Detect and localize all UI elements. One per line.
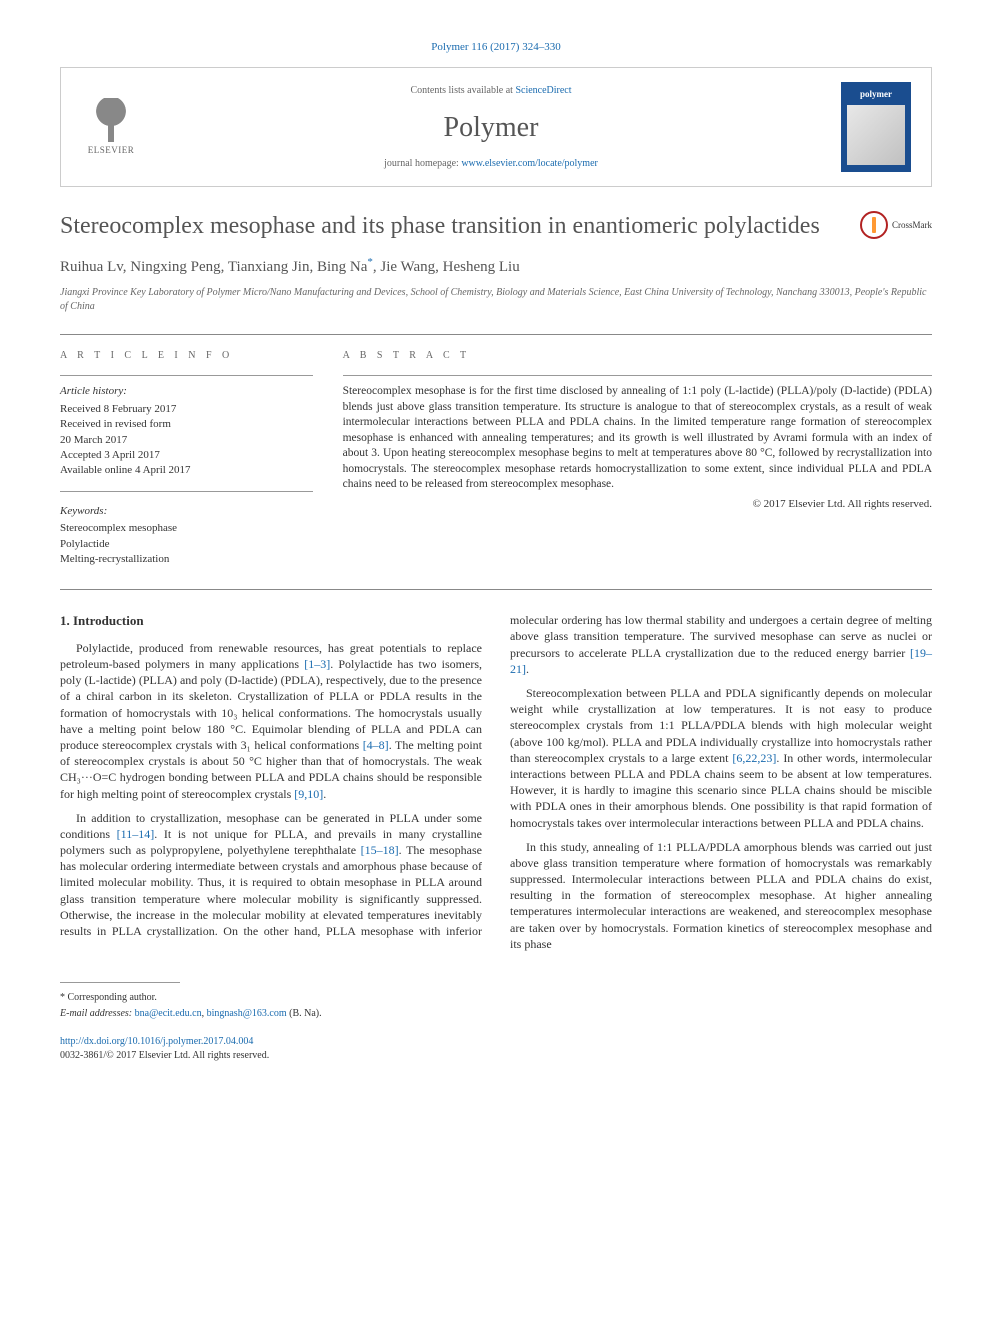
email-1[interactable]: bna@ecit.edu.cn (135, 1008, 202, 1019)
info-abstract-row: A R T I C L E I N F O Article history: R… (60, 349, 932, 567)
info-divider (60, 375, 313, 376)
keywords-label: Keywords: (60, 504, 313, 519)
intro-para-1: Polylactide, produced from renewable res… (60, 640, 482, 802)
history-label: Article history: (60, 384, 313, 399)
body-columns: 1. Introduction Polylactide, produced fr… (60, 612, 932, 952)
crossmark-icon (860, 211, 888, 239)
article-info-column: A R T I C L E I N F O Article history: R… (60, 349, 313, 567)
cite-4-8[interactable]: [4–8] (363, 738, 389, 752)
abstract-text: Stereocomplex mesophase is for the first… (343, 384, 932, 493)
history-received: Received 8 February 2017 (60, 402, 313, 417)
keyword-1: Stereocomplex mesophase (60, 521, 313, 536)
homepage-prefix: journal homepage: (384, 158, 461, 169)
sciencedirect-link[interactable]: ScienceDirect (515, 85, 571, 96)
p1d: . (323, 787, 326, 801)
keywords-divider (60, 491, 313, 492)
intro-heading: 1. Introduction (60, 612, 482, 630)
divider-body (60, 589, 932, 590)
header-center: Contents lists available at ScienceDirec… (141, 84, 841, 171)
authors: Ruihua Lv, Ningxing Peng, Tianxiang Jin,… (60, 255, 932, 278)
journal-name: Polymer (141, 108, 841, 147)
history-revised-2: 20 March 2017 (60, 433, 313, 448)
journal-cover[interactable]: polymer (841, 82, 911, 172)
abstract-column: A B S T R A C T Stereocomplex mesophase … (343, 349, 932, 567)
article-title: Stereocomplex mesophase and its phase tr… (60, 211, 860, 241)
cite-11-14[interactable]: [11–14] (117, 827, 155, 841)
footer-bottom: http://dx.doi.org/10.1016/j.polymer.2017… (60, 1035, 932, 1063)
cite-6-22-23[interactable]: [6,22,23] (732, 751, 776, 765)
authors-main: Ruihua Lv, Ningxing Peng, Tianxiang Jin,… (60, 259, 367, 275)
divider-top (60, 334, 932, 335)
contents-prefix: Contents lists available at (410, 85, 515, 96)
corresponding-author: * Corresponding author. (60, 991, 932, 1005)
copyright: © 2017 Elsevier Ltd. All rights reserved… (343, 497, 932, 512)
email-2[interactable]: bingnash@163.com (207, 1008, 287, 1019)
citation-bar[interactable]: Polymer 116 (2017) 324–330 (60, 40, 932, 55)
history-revised-1: Received in revised form (60, 417, 313, 432)
email-line: E-mail addresses: bna@ecit.edu.cn, bingn… (60, 1007, 932, 1021)
title-row: Stereocomplex mesophase and its phase tr… (60, 211, 932, 241)
crossmark-badge[interactable]: CrossMark (860, 211, 932, 239)
issn-line: 0032-3861/© 2017 Elsevier Ltd. All right… (60, 1049, 932, 1063)
keyword-2: Polylactide (60, 537, 313, 552)
email-author: (B. Na). (287, 1008, 322, 1019)
intro-para-3: Stereocomplexation between PLLA and PDLA… (510, 685, 932, 831)
elsevier-logo[interactable]: ELSEVIER (81, 92, 141, 162)
keyword-3: Melting-recrystallization (60, 552, 313, 567)
journal-header: ELSEVIER Contents lists available at Sci… (60, 67, 932, 187)
crossmark-label: CrossMark (892, 219, 932, 232)
publisher-name: ELSEVIER (88, 144, 135, 157)
article-info-label: A R T I C L E I N F O (60, 349, 313, 363)
affiliation: Jiangxi Province Key Laboratory of Polym… (60, 286, 932, 314)
abstract-label: A B S T R A C T (343, 349, 932, 363)
history-online: Available online 4 April 2017 (60, 463, 313, 478)
homepage-link[interactable]: www.elsevier.com/locate/polymer (461, 158, 598, 169)
cite-15-18[interactable]: [15–18] (361, 843, 399, 857)
intro-para-4: In this study, annealing of 1:1 PLLA/PDL… (510, 839, 932, 952)
p2d: . (526, 662, 529, 676)
cite-9-10[interactable]: [9,10] (294, 787, 323, 801)
contents-available: Contents lists available at ScienceDirec… (141, 84, 841, 98)
authors-tail: , Jie Wang, Hesheng Liu (373, 259, 520, 275)
doi-link[interactable]: http://dx.doi.org/10.1016/j.polymer.2017… (60, 1035, 932, 1049)
footer-divider (60, 982, 180, 983)
abstract-divider (343, 375, 932, 376)
history-accepted: Accepted 3 April 2017 (60, 448, 313, 463)
cover-thumbnail (847, 105, 905, 165)
email-label: E-mail addresses: (60, 1008, 135, 1019)
footer-block: * Corresponding author. E-mail addresses… (60, 982, 932, 1021)
cover-label: polymer (860, 88, 892, 101)
tree-icon (91, 98, 131, 142)
cite-1-3[interactable]: [1–3] (304, 657, 330, 671)
homepage-line: journal homepage: www.elsevier.com/locat… (141, 157, 841, 171)
